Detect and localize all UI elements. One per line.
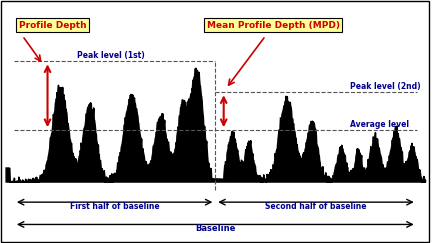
- Text: Peak level (2nd): Peak level (2nd): [350, 82, 420, 91]
- Text: Peak level (1st): Peak level (1st): [77, 51, 145, 60]
- Text: Second half of baseline: Second half of baseline: [265, 202, 367, 211]
- Bar: [1, 1, 429, 242]
- Text: Average level: Average level: [350, 120, 409, 129]
- Text: First half of baseline: First half of baseline: [70, 202, 159, 211]
- Text: Mean Profile Depth (MPD): Mean Profile Depth (MPD): [207, 21, 340, 30]
- Text: Profile Depth: Profile Depth: [18, 21, 86, 30]
- Text: Baseline: Baseline: [195, 224, 236, 233]
